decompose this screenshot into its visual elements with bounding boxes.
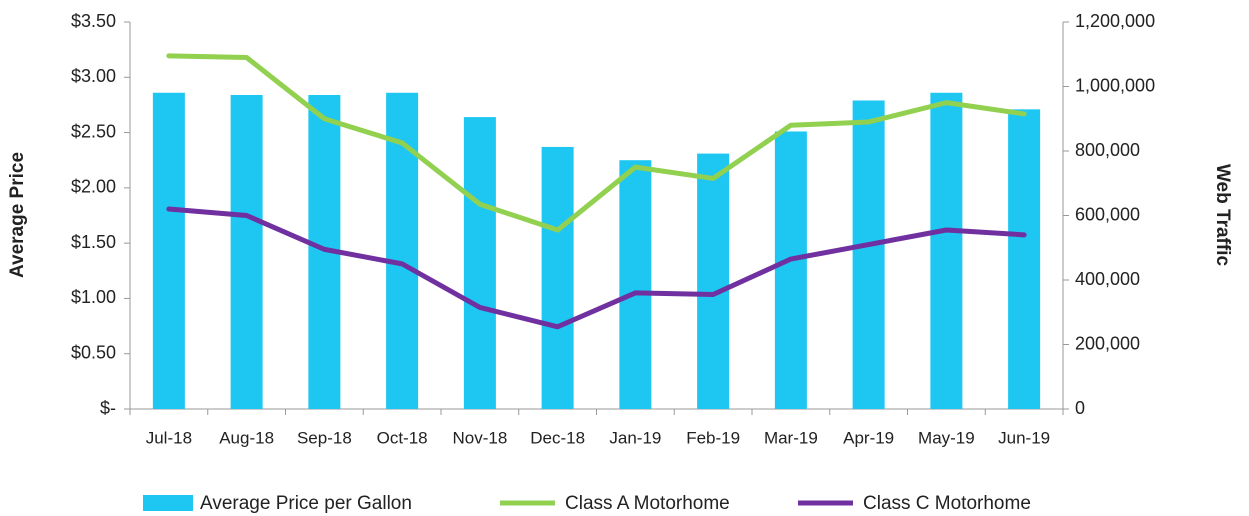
legend-label: Class C Motorhome [863, 493, 1031, 514]
y2-tick-label: 1,000,000 [1075, 75, 1155, 95]
bar [852, 100, 885, 410]
y2-tick-label: 1,200,000 [1075, 11, 1155, 31]
x-tick-label: Feb-19 [686, 428, 740, 447]
y-axis-title: Average Price [7, 152, 28, 278]
bar [230, 94, 263, 409]
x-tick-label: Jan-19 [609, 428, 661, 447]
legend-label: Class A Motorhome [565, 493, 730, 514]
bar [1008, 109, 1041, 409]
bar [774, 131, 807, 410]
y2-tick-label: 800,000 [1075, 140, 1140, 160]
x-tick-label: Dec-18 [530, 428, 585, 447]
legend-swatch [143, 495, 193, 511]
x-tick-label: Aug-18 [219, 428, 274, 447]
y2-tick-label: 0 [1075, 398, 1085, 418]
y-tick-label: $- [100, 398, 116, 418]
y-tick-label: $3.50 [71, 11, 116, 31]
y2-axis-title: Web Traffic [1212, 164, 1233, 266]
x-tick-label: Oct-18 [377, 428, 428, 447]
line [166, 53, 1027, 233]
y2-tick-label: 600,000 [1075, 204, 1140, 224]
bar [463, 117, 496, 409]
x-tick-label: Jul-18 [146, 428, 192, 447]
bar [619, 160, 652, 409]
y-tick-label: $3.00 [71, 66, 116, 86]
y-tick-label: $1.50 [71, 232, 116, 252]
y-tick-label: $2.00 [71, 177, 116, 197]
y2-tick-label: 200,000 [1075, 333, 1140, 353]
bar [152, 92, 185, 409]
bar [930, 92, 963, 409]
legend-label: Average Price per Gallon [200, 493, 412, 514]
bar [541, 146, 574, 409]
y-tick-label: $0.50 [71, 342, 116, 362]
x-tick-label: Jun-19 [998, 428, 1050, 447]
x-tick-label: May-19 [918, 428, 975, 447]
line [166, 206, 1027, 330]
x-tick-label: Sep-18 [297, 428, 352, 447]
x-tick-label: Nov-18 [452, 428, 507, 447]
y2-tick-label: 400,000 [1075, 269, 1140, 289]
y-tick-label: $1.00 [71, 287, 116, 307]
x-tick-label: Apr-19 [843, 428, 894, 447]
bar [697, 153, 730, 409]
x-tick-label: Mar-19 [764, 428, 818, 447]
y-tick-label: $2.50 [71, 121, 116, 141]
